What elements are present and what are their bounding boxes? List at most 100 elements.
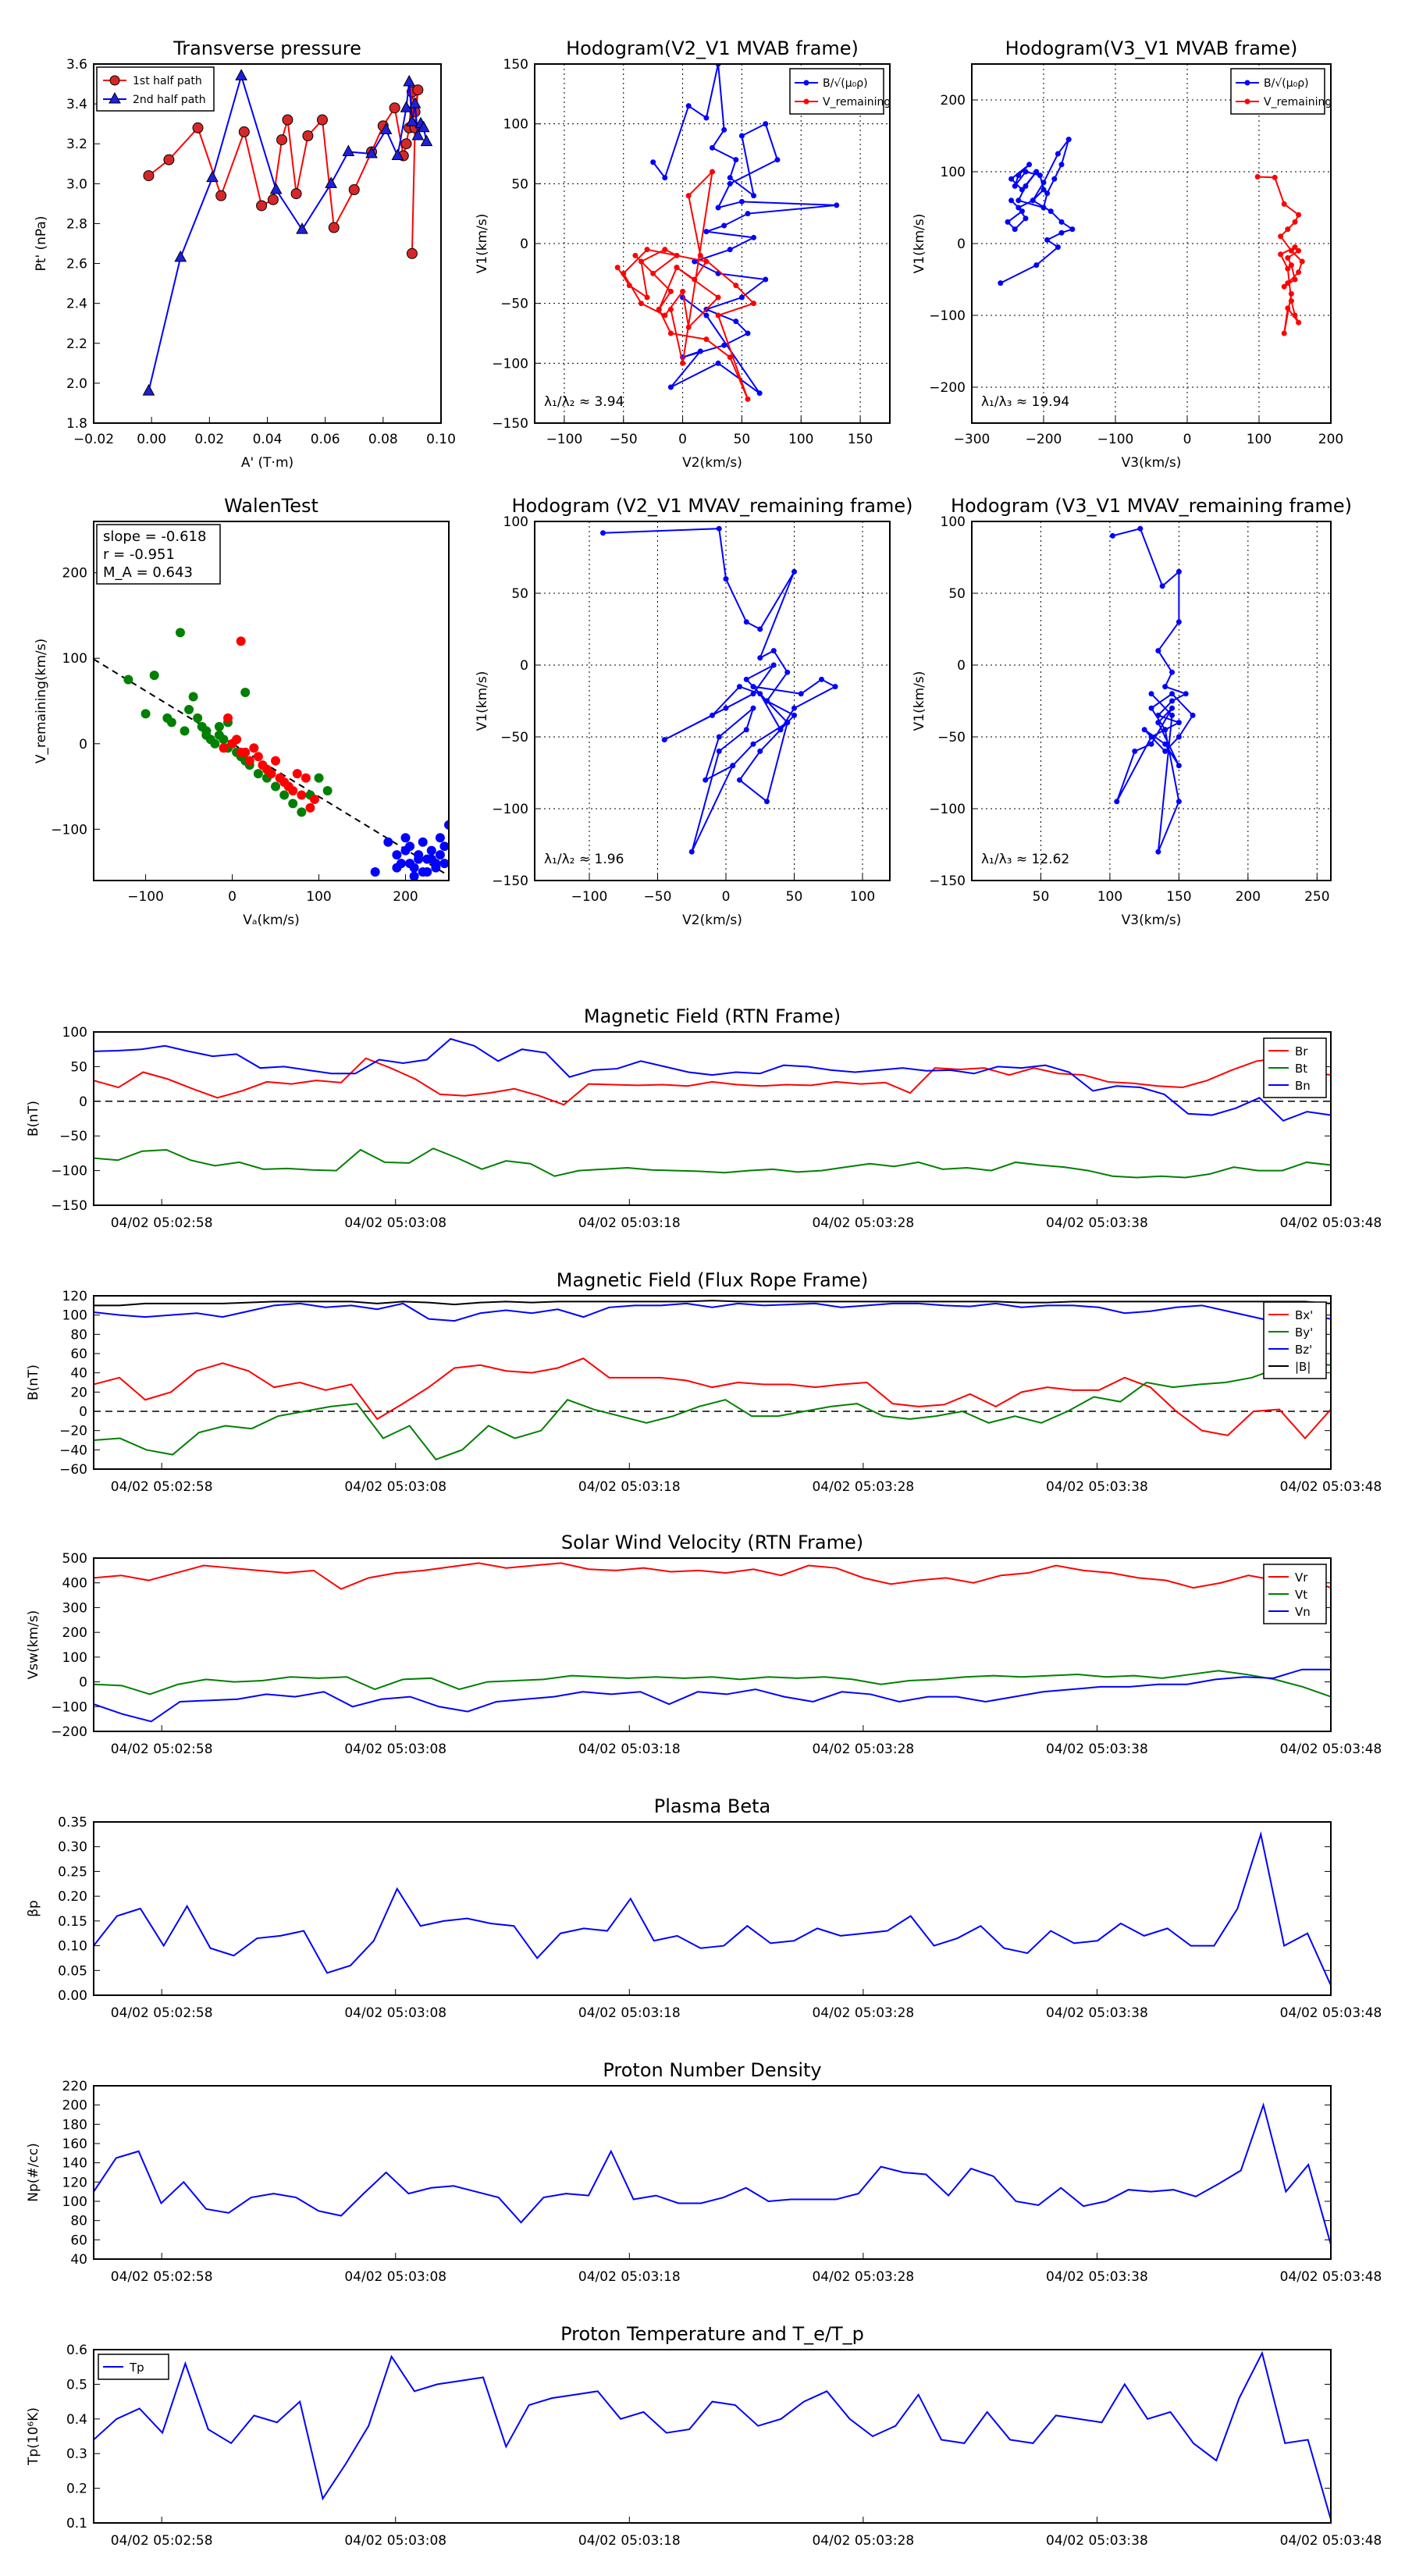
data-point [774, 157, 781, 163]
data-point [784, 720, 791, 726]
x-tick-label: 100 [306, 889, 331, 905]
data-point [1048, 208, 1054, 215]
data-point [348, 184, 360, 195]
x-tick-label: 0.00 [137, 432, 166, 447]
data-point [1005, 219, 1011, 225]
x-tick-label: 0.04 [253, 432, 283, 447]
data-point [244, 756, 254, 766]
y-tick-label: 100 [941, 514, 966, 530]
data-point [143, 170, 155, 182]
data-point [1044, 190, 1051, 197]
x-tick-label: −100 [127, 889, 164, 905]
data-point [1278, 233, 1284, 240]
x-tick-label: 04/02 05:03:38 [1046, 2005, 1148, 2021]
series-line-vn [94, 1668, 1331, 1723]
data-point [1183, 691, 1189, 697]
data-point [1044, 237, 1051, 243]
data-point [1132, 748, 1138, 754]
data-point [674, 252, 680, 258]
y-tick-label: 200 [941, 93, 966, 109]
chart-title: Magnetic Field (RTN Frame) [584, 1005, 841, 1027]
data-point [727, 175, 733, 181]
data-point [210, 738, 220, 749]
chart-title: Hodogram (V2_V1 MVAV_remaining frame) [511, 495, 912, 517]
series-group [600, 525, 838, 855]
data-point [737, 684, 742, 690]
data-point [422, 867, 432, 877]
data-point [770, 648, 777, 654]
y-axis-label: V1(km/s) [475, 214, 490, 274]
y-tick-label: 100 [62, 1308, 87, 1324]
y-tick-label: −50 [500, 297, 528, 312]
data-point [439, 841, 449, 852]
y-tick-label: −150 [929, 873, 966, 889]
data-point [1296, 319, 1302, 326]
data-point [1285, 254, 1291, 261]
plot-frame [534, 63, 891, 424]
x-tick-label: 04/02 05:03:48 [1280, 2005, 1382, 2021]
data-point [763, 121, 769, 127]
data-point [738, 198, 745, 205]
x-tick-label: 04/02 05:03:18 [578, 2533, 681, 2549]
y-tick-label: 0.4 [66, 2412, 87, 2428]
series-line-tp [94, 2350, 1331, 2520]
data-point [1051, 176, 1058, 182]
data-point [1019, 208, 1025, 215]
data-point [1292, 244, 1298, 251]
data-point [777, 727, 784, 733]
y-axis-label: βp [26, 1900, 41, 1917]
y-tick-label: 0.1 [66, 2516, 87, 2532]
data-point [236, 636, 246, 646]
data-point [716, 734, 722, 740]
data-point [738, 294, 745, 301]
plot-frame [93, 521, 450, 881]
data-point [770, 662, 777, 668]
x-tick-label: 04/02 05:02:58 [111, 2269, 213, 2285]
data-point [715, 294, 721, 301]
y-tick-label: 0 [79, 1675, 87, 1691]
stats-box [96, 524, 221, 585]
legend-label: Bz' [1295, 1343, 1312, 1357]
series-group [1109, 525, 1196, 855]
eigenvalue-ratio-label: λ₁/λ₂ ≈ 1.96 [544, 852, 624, 867]
data-point [1040, 180, 1047, 186]
data-point [383, 837, 393, 847]
data-point [638, 258, 644, 265]
data-point [1055, 244, 1061, 251]
data-point [400, 138, 412, 150]
data-point [253, 752, 263, 762]
chart-title: Hodogram(V2_V1 MVAB frame) [566, 37, 859, 59]
x-tick-label: 0 [722, 889, 731, 905]
legend-label: Bn [1295, 1079, 1311, 1093]
y-tick-label: −100 [929, 308, 966, 324]
y-tick-label: 2.2 [66, 336, 87, 352]
data-point [1012, 226, 1018, 233]
data-point [685, 324, 692, 330]
data-point [174, 250, 187, 262]
series-group [94, 1037, 1331, 1179]
data-point [1162, 741, 1168, 747]
y-tick-label: −200 [51, 1724, 87, 1740]
data-point [1169, 698, 1176, 704]
data-point [834, 202, 840, 208]
fit-line [94, 658, 449, 877]
data-point [418, 837, 428, 847]
y-tick-label: 80 [70, 2214, 87, 2229]
y-tick-label: 0 [79, 1094, 87, 1110]
y-tick-label: 0.30 [58, 1840, 87, 1856]
data-point [184, 704, 194, 714]
data-point [1058, 162, 1065, 168]
data-point [1148, 705, 1154, 711]
data-point [626, 283, 632, 289]
data-point [235, 69, 247, 80]
y-tick-label: 3.2 [66, 137, 87, 152]
series-group [94, 2350, 1331, 2520]
legend-label: V_remaining [1264, 96, 1332, 109]
y-tick-label: 80 [70, 1327, 87, 1343]
data-point [745, 396, 751, 402]
data-point [444, 820, 449, 830]
y-axis-label: B(nT) [26, 1364, 41, 1400]
eigenvalue-ratio-label: λ₁/λ₂ ≈ 3.94 [544, 394, 624, 410]
legend-marker [1244, 98, 1250, 105]
plot-frame [93, 2349, 1332, 2524]
